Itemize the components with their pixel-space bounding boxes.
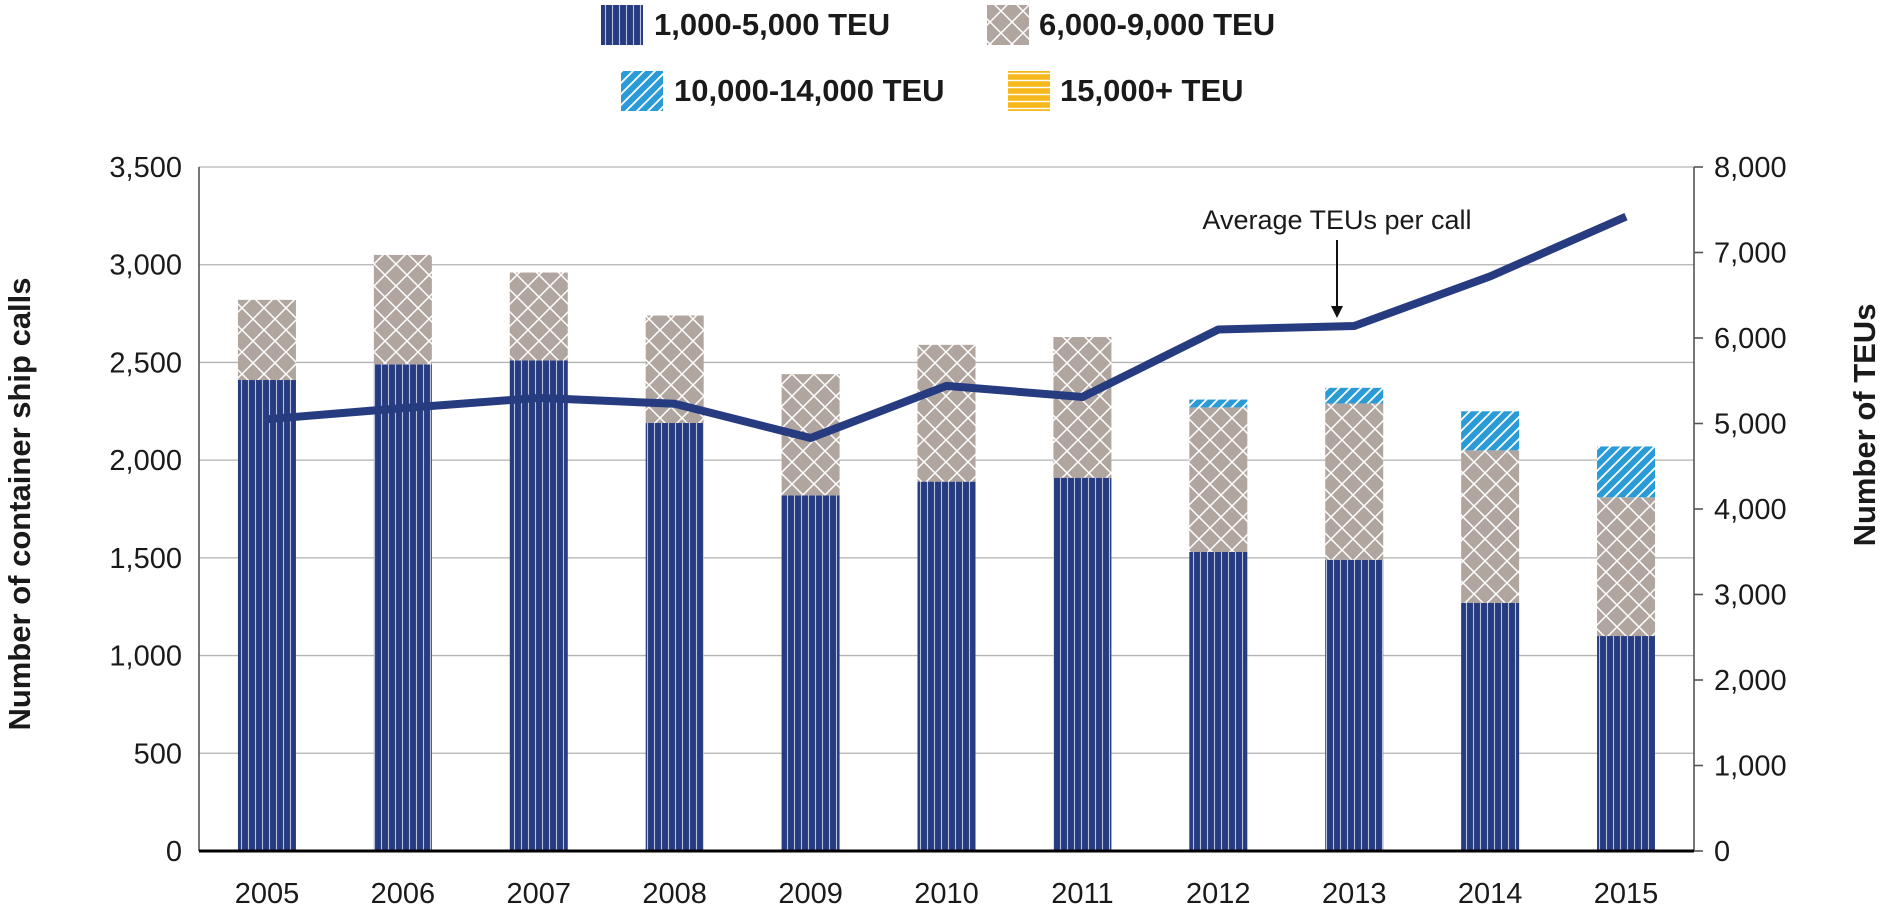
- bar-segment-2015-series-0: [1597, 636, 1656, 851]
- legend-swatch-series-3: [1008, 71, 1050, 111]
- x-tick-label: 2014: [1458, 878, 1523, 910]
- y2-axis-title: Number of TEUs: [1847, 304, 1882, 547]
- line-layer: [266, 212, 1628, 442]
- x-tick-label: 2008: [642, 878, 707, 910]
- bar-segment-2006-series-1: [373, 254, 432, 365]
- bar-segment-2014-series-2: [1461, 411, 1520, 451]
- y-tick-label: 2,500: [109, 347, 182, 379]
- bar-segment-2007-series-1: [509, 272, 568, 361]
- bar-segment-2015-series-1: [1597, 497, 1656, 637]
- bars: [237, 254, 1656, 851]
- legend-label-series-1: 6,000-9,000 TEU: [1039, 7, 1275, 42]
- x-tick-label: 2015: [1594, 878, 1659, 910]
- bar-segment-2012-series-2: [1189, 399, 1248, 408]
- bar-segment-2014-series-0: [1461, 602, 1520, 851]
- legend-label-series-3: 15,000+ TEU: [1060, 73, 1244, 108]
- y-axis-title: Number of container ship calls: [2, 277, 37, 730]
- y2-tick-label: 1,000: [1714, 751, 1787, 783]
- y2-tick-label: 7,000: [1714, 238, 1787, 270]
- y2-tick-label: 2,000: [1714, 665, 1787, 697]
- y2-tick-label: 5,000: [1714, 409, 1787, 441]
- bar-segment-2005-series-0: [237, 380, 296, 851]
- axes: [198, 166, 1703, 853]
- legend-swatch-series-2: [621, 71, 663, 111]
- bar-segment-2006-series-0: [373, 364, 432, 851]
- bar-segment-2012-series-1: [1189, 407, 1248, 552]
- y-tick-label: 3,000: [109, 250, 182, 282]
- legend-label-series-0: 1,000-5,000 TEU: [654, 7, 890, 42]
- bar-segment-2010-series-1: [917, 344, 976, 482]
- legend-label-series-2: 10,000-14,000 TEU: [674, 73, 945, 108]
- bar-segment-2013-series-0: [1325, 559, 1384, 851]
- x-tick-label: 2010: [914, 878, 979, 910]
- bar-segment-2011-series-1: [1053, 337, 1112, 478]
- x-tick-label: 2013: [1322, 878, 1387, 910]
- legend-swatch-series-1: [987, 5, 1029, 45]
- bar-segment-2014-series-1: [1461, 450, 1520, 603]
- bar-segment-2005-series-1: [237, 299, 296, 381]
- legend-swatch-series-0: [601, 5, 643, 45]
- y-tick-label: 1,500: [109, 543, 182, 575]
- x-tick-label: 2009: [778, 878, 843, 910]
- y2-tick-label: 4,000: [1714, 494, 1787, 526]
- x-tick-label: 2006: [371, 878, 436, 910]
- bar-segment-2015-series-2: [1597, 446, 1656, 498]
- y2-tick-label: 0: [1714, 836, 1730, 868]
- x-tick-label: 2007: [507, 878, 572, 910]
- bar-segment-2011-series-0: [1053, 477, 1112, 851]
- annotation-arrow-head: [1331, 306, 1343, 319]
- bar-segment-2009-series-0: [781, 495, 840, 851]
- y2-tick-label: 3,000: [1714, 580, 1787, 612]
- bar-segment-2013-series-2: [1325, 387, 1384, 404]
- y-tick-label: 1,000: [109, 641, 182, 673]
- y-tick-label: 500: [134, 738, 182, 770]
- bar-segment-2013-series-1: [1325, 403, 1384, 560]
- bar-segment-2010-series-0: [917, 481, 976, 851]
- y-tick-label: 3,500: [109, 152, 182, 184]
- line-annotation: Average TEUs per call: [1202, 205, 1471, 235]
- average-teu-line: [266, 212, 1628, 442]
- bar-segment-2008-series-0: [645, 423, 704, 851]
- y-tick-label: 0: [166, 836, 182, 868]
- x-tick-label: 2012: [1186, 878, 1251, 910]
- y2-tick-label: 8,000: [1714, 152, 1787, 184]
- legend: 1,000-5,000 TEU 6,000-9,000 TEU 10,000-14,…: [601, 5, 1275, 111]
- y-tick-label: 2,000: [109, 445, 182, 477]
- tick-labels: 0 500 1,000 1,500 2,000 2,500 3,000 3,500 0 1,000…: [109, 152, 1786, 910]
- y2-tick-label: 6,000: [1714, 323, 1787, 355]
- bar-segment-2012-series-0: [1189, 551, 1248, 851]
- bar-segment-2007-series-0: [509, 360, 568, 851]
- x-tick-label: 2005: [235, 878, 300, 910]
- x-tick-label: 2011: [1051, 878, 1113, 910]
